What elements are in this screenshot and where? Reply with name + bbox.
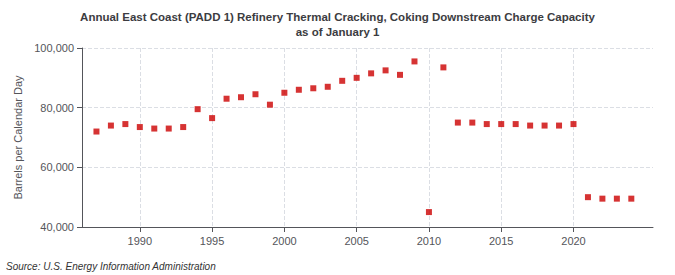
svg-text:Source: U.S. Energy Informatio: Source: U.S. Energy Information Administ… [6,261,216,272]
svg-text:as of January 1: as of January 1 [296,26,380,38]
svg-text:1990: 1990 [128,235,152,247]
svg-text:2015: 2015 [489,235,513,247]
svg-text:60,000: 60,000 [40,161,74,173]
svg-text:2010: 2010 [417,235,441,247]
svg-text:2020: 2020 [561,235,585,247]
svg-text:Barrels per Calendar Day: Barrels per Calendar Day [12,75,24,200]
svg-text:40,000: 40,000 [40,221,74,233]
svg-text:2000: 2000 [272,235,296,247]
svg-text:100,000: 100,000 [34,42,74,54]
svg-text:Annual East Coast (PADD 1) Ref: Annual East Coast (PADD 1) Refinery Ther… [80,11,595,23]
svg-text:80,000: 80,000 [40,102,74,114]
svg-text:2005: 2005 [344,235,368,247]
svg-text:1995: 1995 [200,235,224,247]
